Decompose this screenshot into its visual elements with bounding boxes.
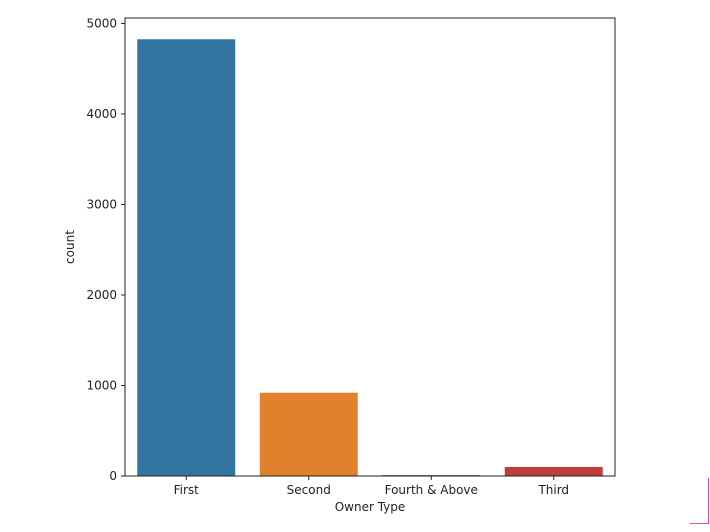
bars-group [137, 39, 603, 476]
corner-mark-horizontal [690, 523, 709, 524]
y-axis-label: count [63, 230, 77, 264]
y-tick-label: 3000 [86, 197, 117, 211]
bar-second [259, 392, 358, 476]
x-tick-label: Fourth & Above [385, 483, 478, 497]
y-tick-label: 4000 [86, 107, 117, 121]
y-tick-label: 2000 [86, 288, 117, 302]
bar-first [137, 39, 236, 476]
y-axis-ticks: 0 1000 2000 3000 4000 5000 [86, 16, 125, 483]
y-tick-label: 0 [109, 469, 117, 483]
y-tick-label: 5000 [86, 16, 117, 30]
x-axis-ticks: First Second Fourth & Above Third [174, 476, 569, 497]
y-tick-label: 1000 [86, 378, 117, 392]
x-axis-label: Owner Type [335, 500, 406, 514]
x-tick-label: Third [537, 483, 569, 497]
x-tick-label: First [174, 483, 200, 497]
plot-frame [124, 17, 616, 477]
bar-third [504, 466, 603, 476]
x-tick-label: Second [287, 483, 331, 497]
corner-mark-vertical [708, 478, 709, 524]
